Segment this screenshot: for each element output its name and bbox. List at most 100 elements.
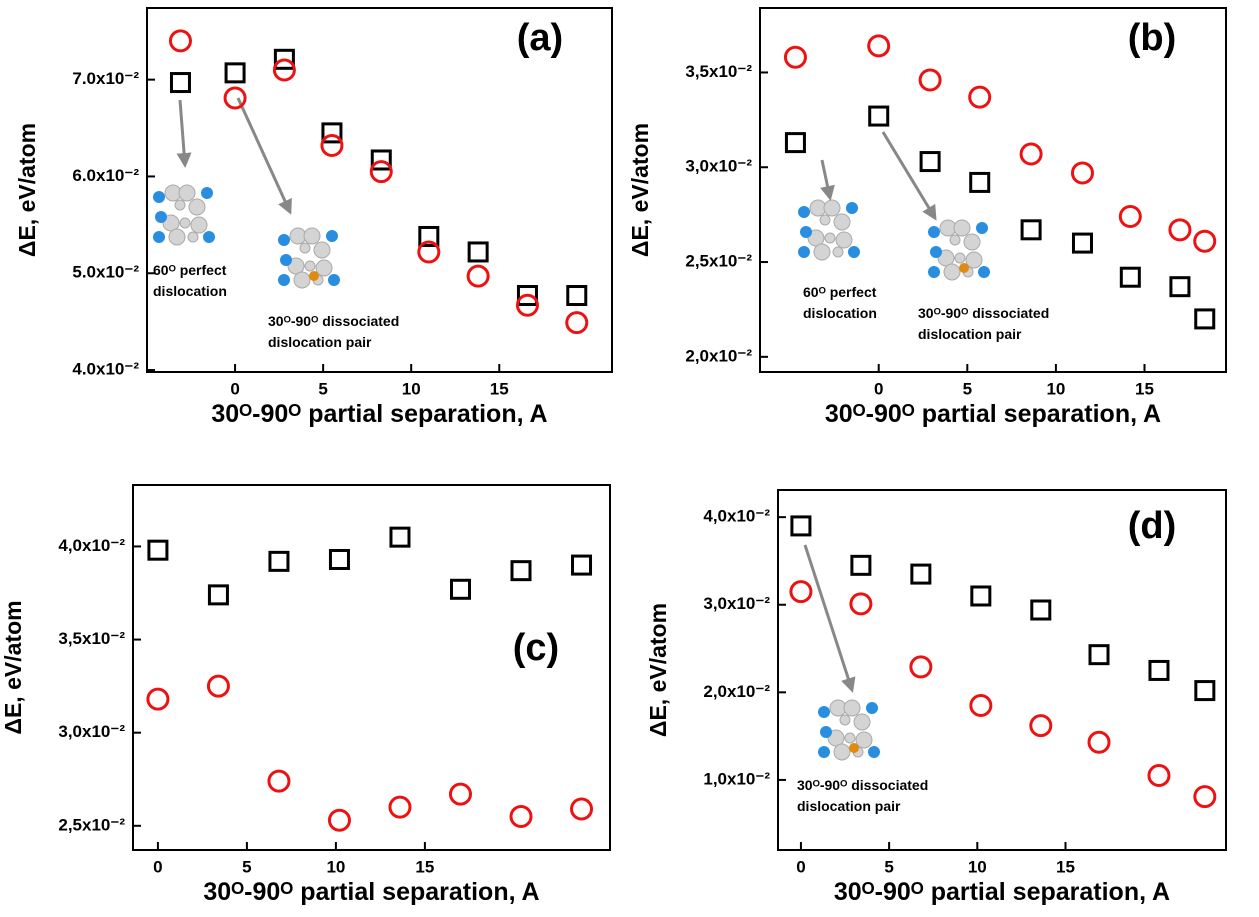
atom [868, 746, 880, 758]
point [784, 132, 806, 154]
atom [819, 214, 831, 226]
point [418, 225, 440, 247]
y-tick-label: 4,0x10⁻² [703, 507, 770, 526]
point [1168, 218, 1192, 242]
y-axis-label: ΔE, eV/atom [627, 123, 653, 257]
point [417, 240, 441, 264]
arrow [881, 131, 937, 221]
atom [848, 246, 860, 258]
point [466, 264, 490, 288]
point [168, 29, 192, 53]
y-tick-label: 6.0x10⁻² [72, 166, 139, 185]
x-axis-label: 30ᴼ-90ᴼ partial separation, A [825, 400, 1161, 428]
y-tick-label: 7.0x10⁻² [72, 69, 139, 88]
atom [153, 231, 165, 243]
atom [293, 271, 311, 289]
y-tick-label: 3,0x10⁻² [703, 594, 770, 613]
annotation: 60ᴼ perfect [153, 262, 227, 278]
x-tick-label: 0 [796, 857, 805, 876]
atom [833, 743, 851, 761]
atom [798, 246, 810, 258]
annotation: dislocation pair [268, 334, 372, 350]
atom [954, 252, 966, 264]
point [783, 45, 807, 69]
point [509, 804, 533, 828]
atom [203, 231, 215, 243]
atom [813, 243, 831, 261]
point [510, 560, 532, 582]
point [516, 285, 538, 307]
atom [832, 246, 844, 258]
panel-label: (b) [1128, 17, 1177, 59]
atom [949, 234, 961, 246]
atom [798, 206, 810, 218]
atom [823, 199, 841, 217]
atom [943, 263, 961, 281]
point [1020, 219, 1042, 241]
y-axis-label: ΔE, eV/atom [645, 603, 671, 737]
annotation: 60ᴼ perfect [803, 284, 877, 300]
point [849, 592, 873, 616]
point [388, 795, 412, 819]
annotation: dislocation [153, 283, 227, 299]
point [867, 34, 891, 58]
y-tick-label: 4,0x10⁻² [58, 536, 125, 555]
point [919, 151, 941, 173]
plot-frame [132, 484, 611, 851]
panel: 1,0x10⁻² 2,0x10⁻² 3,0x10⁻² 4,0x10⁻² 0 5 10 15 30… [645, 489, 1227, 906]
point [1087, 730, 1111, 754]
atom [866, 702, 878, 714]
atom [953, 219, 971, 237]
panel-label: (c) [513, 627, 559, 669]
point [146, 687, 170, 711]
atom [168, 228, 186, 246]
atom [824, 232, 836, 244]
atom [849, 743, 859, 753]
panel-label: (a) [517, 17, 563, 59]
x-tick-label: 5 [242, 857, 251, 876]
atom [976, 222, 988, 234]
point [207, 584, 229, 606]
atom [965, 251, 983, 269]
x-tick-label: 5 [884, 857, 893, 876]
atom [187, 231, 199, 243]
point [320, 133, 344, 157]
plot-frame [777, 489, 1227, 851]
x-tick-label: 5 [318, 379, 327, 398]
point [449, 578, 471, 600]
point [850, 554, 872, 576]
atom [326, 230, 338, 242]
atom [963, 233, 981, 251]
arrow [820, 159, 835, 201]
atom [178, 184, 196, 202]
point [389, 526, 411, 548]
point [1088, 644, 1110, 666]
atom [174, 199, 186, 211]
x-tick-label: 15 [490, 379, 509, 398]
point [1169, 276, 1191, 298]
x-tick-label: 10 [1046, 379, 1065, 398]
atom [800, 226, 812, 238]
point [147, 539, 169, 561]
atom [179, 217, 191, 229]
point [1030, 599, 1052, 621]
atom [155, 211, 167, 223]
atom [818, 746, 830, 758]
point [328, 548, 350, 570]
point [267, 769, 291, 793]
y-tick-label: 5.0x10⁻² [72, 263, 139, 282]
panel: 4.0x10⁻² 5.0x10⁻² 6.0x10⁻² 7.0x10⁻² 0 5 10 15 30… [14, 7, 613, 428]
atom [839, 714, 851, 726]
arrow [803, 544, 856, 693]
atom [855, 731, 873, 749]
atom [313, 241, 331, 259]
atom [928, 226, 940, 238]
annotation: 30ᴼ-90ᴼ dissociated [268, 313, 399, 329]
point [467, 241, 489, 263]
y-tick-label: 3,5x10⁻² [685, 62, 752, 81]
point [268, 550, 290, 572]
plot-frame [759, 7, 1227, 373]
x-tick-label: 0 [230, 379, 239, 398]
atom [833, 213, 851, 231]
